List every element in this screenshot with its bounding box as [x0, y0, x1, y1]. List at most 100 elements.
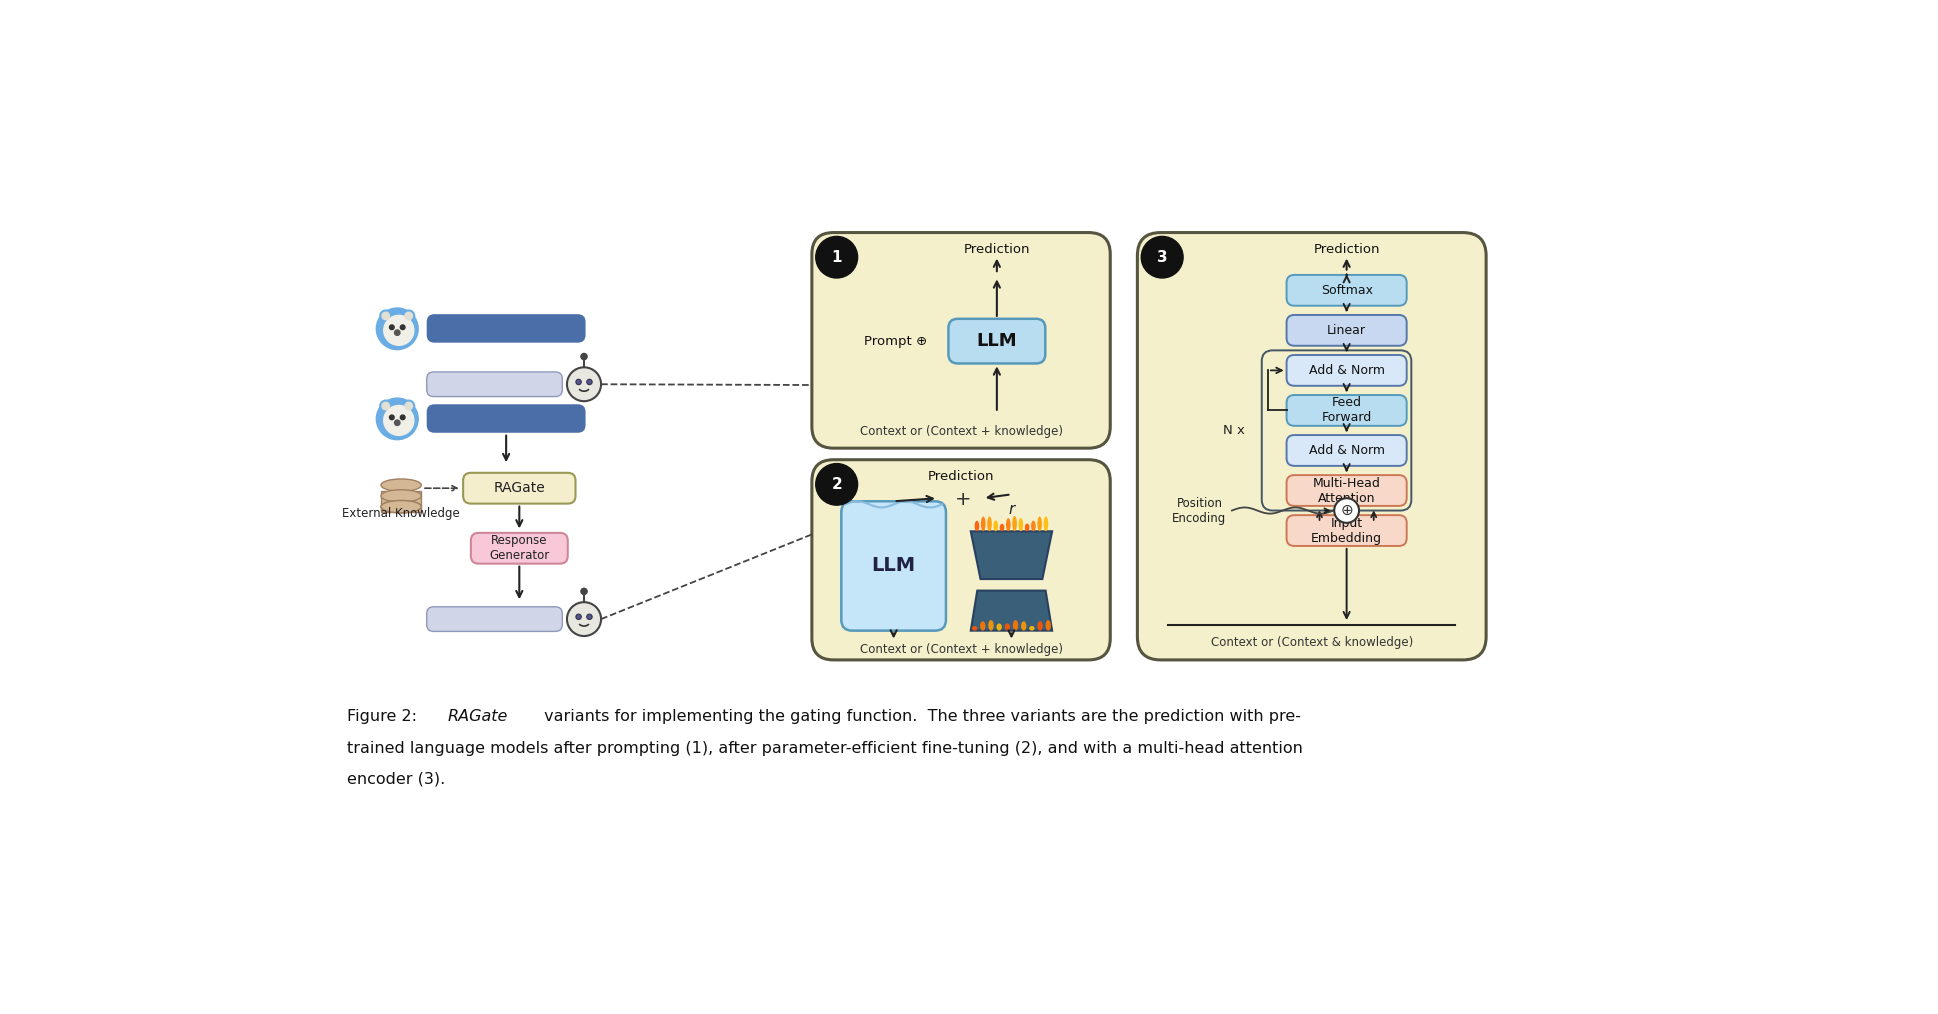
- Text: Linear: Linear: [1328, 323, 1366, 337]
- Text: Feed
Forward: Feed Forward: [1322, 396, 1372, 425]
- Ellipse shape: [1004, 624, 1010, 631]
- Ellipse shape: [382, 501, 421, 513]
- FancyBboxPatch shape: [1287, 315, 1407, 346]
- Text: Input
Embedding: Input Embedding: [1312, 516, 1382, 545]
- Text: Context or (Context + knowledge): Context or (Context + knowledge): [860, 425, 1062, 438]
- Circle shape: [576, 379, 581, 384]
- Text: Prompt ⊕: Prompt ⊕: [864, 335, 926, 348]
- Circle shape: [384, 406, 415, 435]
- Text: encoder (3).: encoder (3).: [347, 772, 446, 787]
- Circle shape: [581, 588, 587, 594]
- Circle shape: [816, 463, 859, 505]
- FancyBboxPatch shape: [1287, 395, 1407, 426]
- Ellipse shape: [981, 622, 986, 631]
- Text: Softmax: Softmax: [1320, 284, 1372, 297]
- Text: 2: 2: [831, 477, 841, 492]
- Circle shape: [382, 312, 390, 319]
- Circle shape: [376, 399, 419, 440]
- Ellipse shape: [1006, 518, 1010, 531]
- Ellipse shape: [981, 516, 986, 531]
- Text: trained language models after prompting (1), after parameter-efficient fine-tuni: trained language models after prompting …: [347, 741, 1302, 756]
- Text: variants for implementing the gating function.  The three variants are the predi: variants for implementing the gating fun…: [539, 709, 1300, 724]
- Circle shape: [1141, 236, 1182, 278]
- FancyBboxPatch shape: [426, 405, 585, 433]
- Circle shape: [384, 315, 415, 346]
- Ellipse shape: [986, 516, 992, 531]
- Text: LLM: LLM: [977, 333, 1017, 350]
- Text: Add & Norm: Add & Norm: [1308, 364, 1384, 377]
- FancyBboxPatch shape: [426, 314, 585, 343]
- Ellipse shape: [988, 620, 994, 631]
- Text: Context or (Context + knowledge): Context or (Context + knowledge): [860, 643, 1062, 656]
- FancyBboxPatch shape: [1287, 275, 1407, 305]
- Text: RAGate: RAGate: [448, 709, 508, 724]
- FancyBboxPatch shape: [948, 318, 1045, 363]
- Circle shape: [395, 420, 399, 426]
- FancyBboxPatch shape: [463, 473, 576, 504]
- Text: RAGate: RAGate: [494, 482, 545, 495]
- Text: Response
Generator: Response Generator: [488, 534, 550, 562]
- FancyBboxPatch shape: [1287, 476, 1407, 506]
- Circle shape: [390, 415, 393, 420]
- Circle shape: [568, 367, 601, 402]
- Ellipse shape: [1019, 518, 1023, 531]
- Ellipse shape: [1012, 516, 1017, 531]
- Ellipse shape: [1021, 622, 1027, 631]
- Ellipse shape: [975, 521, 979, 531]
- Ellipse shape: [382, 501, 421, 513]
- Circle shape: [380, 401, 391, 412]
- FancyBboxPatch shape: [812, 459, 1110, 660]
- Polygon shape: [382, 491, 421, 512]
- Circle shape: [376, 308, 419, 350]
- Ellipse shape: [1014, 620, 1017, 631]
- Circle shape: [390, 324, 393, 330]
- Ellipse shape: [996, 624, 1002, 631]
- Ellipse shape: [1029, 626, 1035, 631]
- Ellipse shape: [1037, 622, 1043, 631]
- Text: +: +: [955, 490, 971, 509]
- Circle shape: [403, 310, 415, 321]
- Text: Prediction: Prediction: [963, 243, 1031, 256]
- FancyBboxPatch shape: [1287, 355, 1407, 385]
- FancyBboxPatch shape: [471, 533, 568, 564]
- Text: Add & Norm: Add & Norm: [1308, 444, 1384, 457]
- FancyBboxPatch shape: [1138, 232, 1486, 660]
- Circle shape: [401, 415, 405, 420]
- FancyBboxPatch shape: [426, 372, 562, 396]
- Polygon shape: [971, 531, 1052, 579]
- Text: r: r: [1008, 502, 1016, 517]
- Text: Prediction: Prediction: [1314, 243, 1380, 256]
- Circle shape: [403, 401, 415, 412]
- Ellipse shape: [1045, 620, 1050, 631]
- Circle shape: [587, 379, 593, 384]
- Text: Position
Encoding: Position Encoding: [1172, 497, 1227, 524]
- Circle shape: [401, 324, 405, 330]
- Ellipse shape: [1000, 523, 1004, 531]
- Ellipse shape: [1025, 523, 1029, 531]
- Circle shape: [581, 354, 587, 360]
- FancyBboxPatch shape: [841, 501, 946, 631]
- Circle shape: [395, 330, 399, 336]
- Text: Figure 2:: Figure 2:: [347, 709, 422, 724]
- Ellipse shape: [1031, 520, 1035, 531]
- Ellipse shape: [1037, 516, 1043, 531]
- Circle shape: [405, 403, 413, 410]
- Ellipse shape: [382, 490, 421, 502]
- Text: External Knowledge: External Knowledge: [343, 507, 459, 520]
- Text: 1: 1: [831, 249, 841, 265]
- Circle shape: [587, 614, 593, 620]
- FancyBboxPatch shape: [1287, 515, 1407, 546]
- Circle shape: [576, 614, 581, 620]
- Text: LLM: LLM: [872, 557, 915, 576]
- Text: Multi-Head
Attention: Multi-Head Attention: [1312, 477, 1380, 505]
- Text: 3: 3: [1157, 249, 1167, 265]
- Polygon shape: [971, 590, 1052, 631]
- Circle shape: [405, 312, 413, 319]
- Circle shape: [380, 310, 391, 321]
- Text: Prediction: Prediction: [928, 470, 994, 483]
- Ellipse shape: [382, 479, 421, 491]
- Text: ⊕: ⊕: [1341, 503, 1353, 518]
- Ellipse shape: [994, 520, 998, 531]
- Circle shape: [568, 602, 601, 636]
- FancyBboxPatch shape: [812, 232, 1110, 448]
